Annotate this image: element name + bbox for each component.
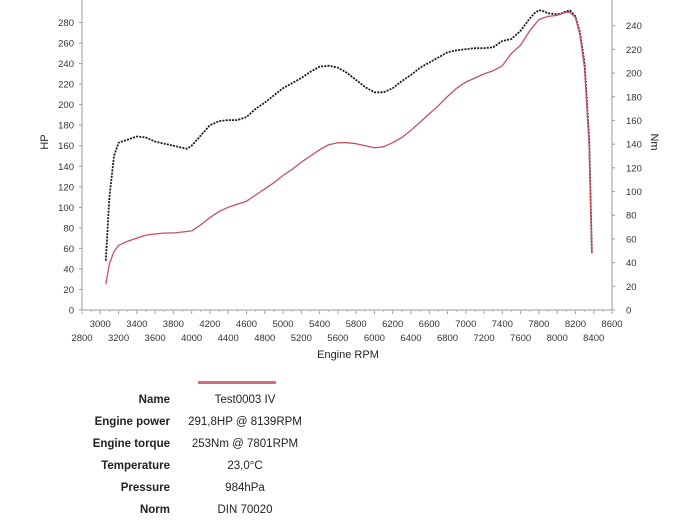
series-line-black xyxy=(104,9,593,261)
x-tick-label: 6000 xyxy=(364,333,385,344)
info-value: 23,0°C xyxy=(227,460,263,472)
y-right-tick-label: 0 xyxy=(626,306,631,317)
x-tick-label: 7400 xyxy=(492,319,513,330)
info-row: Engine torque 253Nm @ 7801RPM xyxy=(0,438,420,456)
info-value: 291,8HP @ 8139RPM xyxy=(188,416,302,428)
x-tick-label: 7600 xyxy=(510,333,531,344)
x-tick-label: 6400 xyxy=(400,333,421,344)
info-row: Engine power 291,8HP @ 8139RPM xyxy=(0,416,420,434)
y-left-tick-label: 220 xyxy=(58,80,74,91)
x-tick-label: 6600 xyxy=(419,319,440,330)
y-right-tick-label: 160 xyxy=(626,116,642,127)
y-left-tick-label: 60 xyxy=(63,244,74,255)
x-tick-label: 4600 xyxy=(236,319,257,330)
x-tick-label: 2800 xyxy=(71,333,92,344)
x-tick-label: 8600 xyxy=(601,319,622,330)
y-right-tick-label: 40 xyxy=(626,258,637,269)
y-axis-left-label: HP xyxy=(39,134,51,149)
info-label: Temperature xyxy=(101,460,170,472)
x-tick-label: 3800 xyxy=(163,319,184,330)
x-tick-label: 5600 xyxy=(327,333,348,344)
info-row: Pressure 984hPa xyxy=(0,482,420,500)
x-tick-label: 6800 xyxy=(437,333,458,344)
y-left-tick-label: 80 xyxy=(63,223,74,234)
dyno-chart: 0204060801001201401601802002202402602800… xyxy=(39,0,660,361)
y-right-tick-label: 140 xyxy=(626,140,642,151)
y-left-tick-label: 40 xyxy=(63,264,74,275)
plot-frame xyxy=(81,0,613,311)
info-value: 253Nm @ 7801RPM xyxy=(191,438,299,450)
x-tick-label: 3200 xyxy=(108,333,129,344)
y-right-tick-label: 80 xyxy=(626,211,637,222)
info-value: DIN 70020 xyxy=(217,504,273,516)
info-row: Name Test0003 IV xyxy=(0,394,420,412)
y-left-tick-label: 20 xyxy=(63,285,74,296)
y-axis-right-label: Nm xyxy=(648,133,660,150)
y-right-tick-label: 20 xyxy=(626,282,637,293)
y-left-tick-label: 260 xyxy=(58,39,74,50)
y-right-tick-label: 220 xyxy=(626,45,642,56)
y-right-tick-label: 100 xyxy=(626,187,642,198)
x-tick-label: 7800 xyxy=(528,319,549,330)
y-right-tick-label: 180 xyxy=(626,92,642,103)
x-axis-label: Engine RPM xyxy=(317,349,379,361)
y-right-tick-label: 60 xyxy=(626,234,637,245)
info-value: Test0003 IV xyxy=(214,394,276,406)
info-value: 984hPa xyxy=(225,482,265,494)
y-left-tick-label: 240 xyxy=(58,59,74,70)
x-tick-label: 5000 xyxy=(272,319,293,330)
x-tick-label: 6200 xyxy=(382,319,403,330)
x-tick-label: 5400 xyxy=(309,319,330,330)
info-label: Engine power xyxy=(94,416,170,428)
info-label: Engine torque xyxy=(92,438,170,450)
y-right-tick-label: 120 xyxy=(626,163,642,174)
y-left-tick-label: 280 xyxy=(58,18,74,29)
y-left-tick-label: 200 xyxy=(58,100,74,111)
y-left-tick-label: 120 xyxy=(58,182,74,193)
series-line-red xyxy=(105,11,593,285)
info-label: Pressure xyxy=(120,482,170,494)
y-left-tick-label: 160 xyxy=(58,141,74,152)
x-tick-label: 8200 xyxy=(565,319,586,330)
x-tick-label: 7200 xyxy=(473,333,494,344)
y-left-tick-label: 180 xyxy=(58,121,74,132)
x-tick-label: 4000 xyxy=(181,333,202,344)
y-left-tick-label: 140 xyxy=(58,162,74,173)
x-tick-label: 4400 xyxy=(218,333,239,344)
x-tick-label: 5800 xyxy=(346,319,367,330)
x-tick-label: 3400 xyxy=(126,319,147,330)
x-tick-label: 4800 xyxy=(254,333,275,344)
x-tick-label: 8000 xyxy=(547,333,568,344)
x-tick-label: 4200 xyxy=(199,319,220,330)
y-left-tick-label: 0 xyxy=(69,306,74,317)
x-tick-label: 5200 xyxy=(291,333,312,344)
run-info-panel: Name Test0003 IV Engine power 291,8HP @ 813… xyxy=(0,378,700,525)
series-layer xyxy=(104,9,593,285)
x-tick-label: 3600 xyxy=(145,333,166,344)
tick-layer: 0204060801001201401601802002202402602800… xyxy=(58,18,642,344)
info-label: Norm xyxy=(139,504,170,516)
x-tick-label: 7000 xyxy=(455,319,476,330)
info-row: Temperature 23,0°C xyxy=(0,460,420,478)
x-tick-label: 3000 xyxy=(90,319,111,330)
y-right-tick-label: 240 xyxy=(626,21,642,32)
y-left-tick-label: 100 xyxy=(58,203,74,214)
y-right-tick-label: 200 xyxy=(626,69,642,80)
info-row: Norm DIN 70020 xyxy=(0,504,420,522)
legend-swatch xyxy=(198,381,276,384)
x-tick-label: 8400 xyxy=(583,333,604,344)
info-label: Name xyxy=(138,394,170,406)
